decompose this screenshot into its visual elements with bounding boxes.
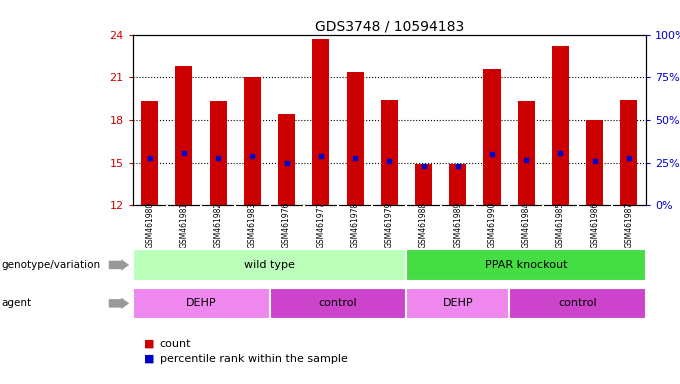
Point xyxy=(144,156,155,162)
Text: GSM461988: GSM461988 xyxy=(419,202,428,248)
Text: GSM461982: GSM461982 xyxy=(214,202,222,248)
Point xyxy=(384,158,394,164)
Bar xyxy=(278,114,295,205)
Bar xyxy=(586,120,603,205)
Bar xyxy=(381,100,398,205)
Bar xyxy=(483,69,500,205)
Point xyxy=(316,152,326,159)
Point xyxy=(178,150,189,156)
Text: GSM461990: GSM461990 xyxy=(488,202,496,248)
Point xyxy=(418,162,429,169)
Bar xyxy=(312,39,329,205)
Bar xyxy=(407,250,646,280)
Bar xyxy=(141,101,158,205)
Text: GSM461985: GSM461985 xyxy=(556,202,565,248)
Text: GSM461986: GSM461986 xyxy=(590,202,599,248)
Title: GDS3748 / 10594183: GDS3748 / 10594183 xyxy=(315,20,464,33)
Text: agent: agent xyxy=(1,298,31,308)
Bar xyxy=(133,250,407,280)
Point xyxy=(350,156,360,162)
Bar xyxy=(133,288,269,319)
Point xyxy=(589,158,600,164)
Text: count: count xyxy=(160,339,191,349)
Bar xyxy=(552,46,569,205)
Bar xyxy=(407,288,509,319)
Bar xyxy=(347,71,364,205)
Point xyxy=(555,150,566,156)
Point xyxy=(624,156,634,162)
Bar xyxy=(415,164,432,205)
Bar xyxy=(269,288,407,319)
Text: ■: ■ xyxy=(144,339,155,349)
Bar xyxy=(449,164,466,205)
Text: DEHP: DEHP xyxy=(443,298,473,308)
Text: GSM461989: GSM461989 xyxy=(454,202,462,248)
Text: DEHP: DEHP xyxy=(186,298,216,308)
Point xyxy=(521,157,532,163)
Point xyxy=(282,160,292,166)
Point xyxy=(487,151,498,157)
Text: GSM461980: GSM461980 xyxy=(146,202,154,248)
Point xyxy=(247,152,258,159)
Text: control: control xyxy=(319,298,357,308)
Text: GSM461978: GSM461978 xyxy=(351,202,360,248)
Text: GSM461979: GSM461979 xyxy=(385,202,394,248)
Text: PPAR knockout: PPAR knockout xyxy=(485,260,567,270)
Text: wild type: wild type xyxy=(244,260,295,270)
Text: GSM461981: GSM461981 xyxy=(180,202,188,248)
Text: ■: ■ xyxy=(144,354,155,364)
Bar xyxy=(209,101,226,205)
Point xyxy=(213,156,224,162)
Text: control: control xyxy=(558,298,597,308)
Text: GSM461983: GSM461983 xyxy=(248,202,257,248)
Text: GSM461984: GSM461984 xyxy=(522,202,530,248)
Text: GSM461987: GSM461987 xyxy=(624,202,633,248)
Bar xyxy=(509,288,646,319)
Point xyxy=(452,162,463,169)
Text: genotype/variation: genotype/variation xyxy=(1,260,101,270)
Bar xyxy=(517,101,534,205)
Text: GSM461976: GSM461976 xyxy=(282,202,291,248)
Bar xyxy=(175,66,192,205)
Text: GSM461977: GSM461977 xyxy=(316,202,325,248)
Bar xyxy=(244,77,261,205)
Bar xyxy=(620,100,637,205)
Text: percentile rank within the sample: percentile rank within the sample xyxy=(160,354,347,364)
